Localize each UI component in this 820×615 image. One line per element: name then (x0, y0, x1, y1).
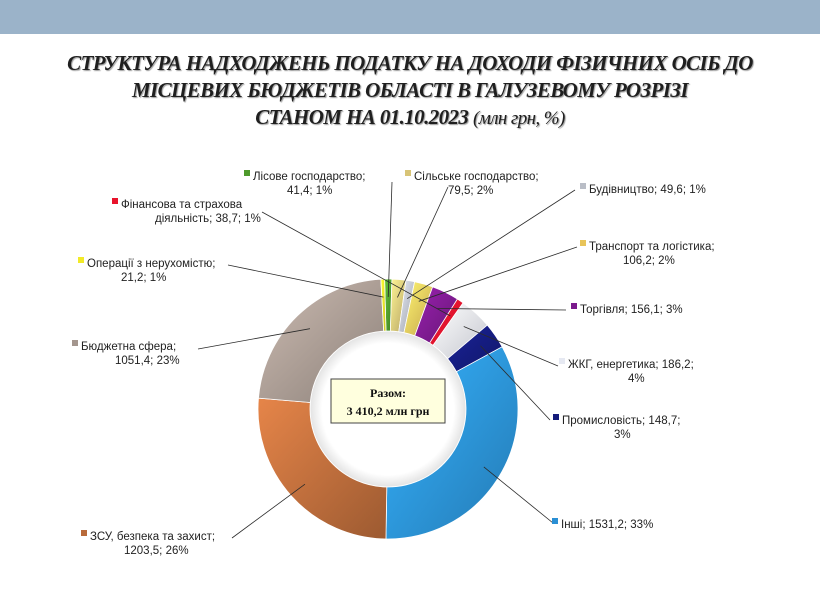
label-swatch-інші (552, 518, 558, 524)
leader-line-інші (483, 466, 554, 524)
center-total-value: 3 410,2 млн грн (347, 404, 430, 418)
slice-labels: Лісове господарство; 41,4; 1% Сільське гос… (72, 170, 715, 557)
slice-label-транспорт-та-логістика-line2: 106,2; 2% (623, 255, 675, 267)
label-swatch-зсу-безпека-та-захист (81, 530, 87, 536)
label-swatch-лісове-господарство (244, 170, 250, 176)
leader-line-сільське-господарство (397, 186, 449, 298)
center-total-box: Разом: 3 410,2 млн грн (330, 378, 446, 424)
slice-label-фінансова-та-страхова-діяльність-line2: діяльність; 38,7; 1% (155, 213, 261, 225)
label-swatch-жкг-енергетика (559, 358, 565, 364)
label-swatch-фінансова-та-страхова-діяльність (112, 198, 118, 204)
slice-label-транспорт-та-логістика: Транспорт та логістика; (589, 241, 715, 253)
title-line-1: СТРУКТУРА НАДХОДЖЕНЬ ПОДАТКУ НА ДОХОДИ Ф… (67, 51, 753, 75)
slice-label-промисловість: Промисловість; 148,7; (562, 415, 680, 427)
title-date: СТАНОМ НА 01.10.2023 (255, 105, 469, 129)
slice-label-лісове-господарство-line2: 41,4; 1% (287, 185, 332, 197)
slice-label-фінансова-та-страхова-діяльність: Фінансова та страхова (121, 199, 243, 211)
leader-line-будівництво (406, 189, 576, 299)
top-banner (0, 0, 820, 34)
slice-label-жкг-енергетика: ЖКГ, енергетика; 186,2; (568, 359, 694, 371)
slice-label-будівництво: Будівництво; 49,6; 1% (589, 184, 706, 196)
label-swatch-бюджетна-сфера (72, 340, 78, 346)
slice-label-промисловість-line2: 3% (614, 429, 631, 441)
slice-операції-з-нерухомістю (380, 278, 387, 332)
leader-lines (197, 181, 578, 539)
slices-group (257, 278, 519, 540)
label-swatch-операції-з-нерухомістю (78, 257, 84, 263)
slice-label-операції-з-нерухомістю: Операції з нерухомістю; (87, 258, 215, 270)
leader-line-лісове-господарство (387, 181, 393, 298)
slice-інші (385, 346, 519, 540)
slice-label-торгівля: Торгівля; 156,1; 3% (580, 304, 683, 316)
title-line-3: СТАНОМ НА 01.10.2023 (млн грн, %) (10, 104, 810, 132)
label-swatch-транспорт-та-логістика (580, 240, 586, 246)
slice-label-лісове-господарство: Лісове господарство; (253, 171, 366, 183)
slice-label-зсу-безпека-та-захист-line2: 1203,5; 26% (124, 545, 189, 557)
leader-line-жкг-енергетика (463, 326, 559, 367)
center-total-label: Разом: (370, 386, 406, 400)
slice-label-інші: Інші; 1531,2; 33% (561, 519, 653, 531)
chart-title: СТРУКТУРА НАДХОДЖЕНЬ ПОДАТКУ НА ДОХОДИ Ф… (10, 50, 810, 132)
slice-label-зсу-безпека-та-захист: ЗСУ, безпека та захист; (90, 531, 215, 543)
slice-label-бюджетна-сфера: Бюджетна сфера; (81, 341, 176, 353)
slice-label-бюджетна-сфера-line2: 1051,4; 23% (115, 355, 180, 367)
leader-line-операції-з-нерухомістю (227, 264, 384, 298)
label-swatch-сільське-господарство (405, 170, 411, 176)
slice-label-операції-з-нерухомістю-line2: 21,2; 1% (121, 272, 166, 284)
title-line-2: МІСЦЕВИХ БЮДЖЕТІВ ОБЛАСТІ В ГАЛУЗЕВОМУ Р… (131, 78, 689, 102)
label-swatch-промисловість (553, 414, 559, 420)
label-swatch-торгівля (571, 303, 577, 309)
leader-line-транспорт-та-логістика (418, 246, 578, 302)
slice-label-жкг-енергетика-line2: 4% (628, 373, 645, 385)
slice-label-сільське-господарство-line2: 79,5; 2% (448, 185, 493, 197)
leader-line-промисловість (480, 345, 551, 421)
slice-зсу-безпека-та-захист (257, 397, 388, 540)
leader-line-бюджетна-сфера (197, 328, 311, 350)
leader-line-зсу-безпека-та-захист (231, 483, 306, 539)
title-units: (млн грн, %) (472, 108, 565, 129)
label-swatch-будівництво (580, 183, 586, 189)
leader-line-торгівля (437, 308, 567, 311)
leader-line-фінансова-та-страхова-діяльність (261, 211, 451, 317)
slice-label-сільське-господарство: Сільське господарство; (414, 171, 539, 183)
